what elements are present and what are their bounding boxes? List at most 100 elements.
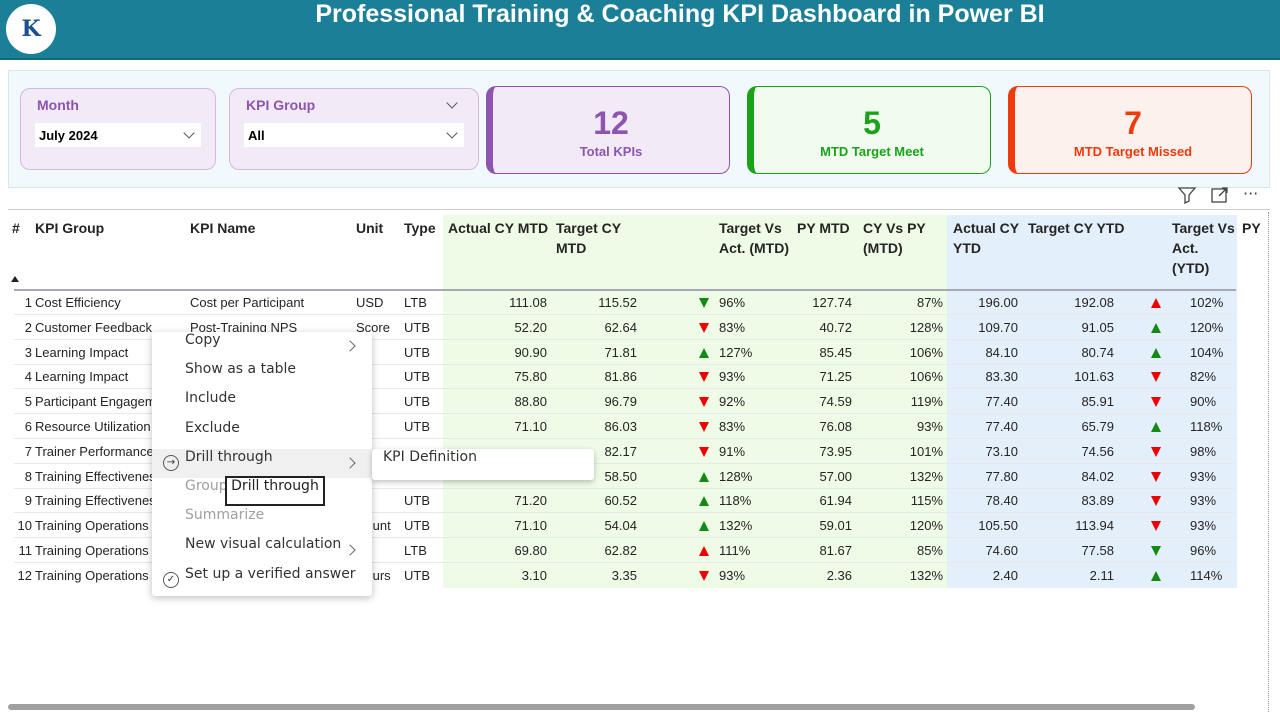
cell-act_mtd: 111.08: [509, 295, 547, 310]
kpi-group-dropdown[interactable]: All: [244, 123, 464, 147]
menu-item-summarize[interactable]: Summarize: [152, 507, 372, 536]
cell-act_mtd: 52.20: [514, 319, 547, 335]
header-divider: [14, 289, 1236, 291]
column-header[interactable]: KPI Name: [190, 220, 256, 236]
cell-act_ytd: 2.40: [992, 567, 1018, 583]
cell-group: Training Operations: [35, 518, 149, 534]
arrow-up-icon: [1151, 422, 1161, 432]
cell-tgt_mtd: 81.86: [604, 369, 637, 385]
cell-group: Cost Efficiency: [35, 295, 121, 310]
menu-item-set-up-a-verified-answer[interactable]: Set up a verified answer ✓: [152, 566, 372, 595]
context-menu: Copy Show as a table Include Exclude Drill t…: [152, 332, 372, 596]
cell-py_mtd: 71.25: [819, 369, 852, 385]
column-header[interactable]: KPI Group: [35, 220, 105, 236]
column-header[interactable]: CY Vs PY (MTD): [863, 220, 926, 256]
column-header[interactable]: Target CY MTD: [556, 220, 621, 256]
check-circle-icon: ✓: [163, 571, 179, 588]
cell-name: Post-Training NPS: [190, 319, 298, 335]
arrow-down-icon: [1151, 446, 1161, 457]
menu-item-group[interactable]: Group: [152, 478, 372, 507]
cell-tgt_mtd: 96.79: [604, 394, 637, 410]
sort-ascending-icon[interactable]: [11, 276, 19, 282]
cell-act_ytd: 74.60: [985, 543, 1018, 558]
cell-tva_ytd: 96%: [1190, 543, 1217, 558]
cell-tva_ytd: 120%: [1190, 319, 1224, 335]
submenu-item-kpi-definition[interactable]: KPI Definition: [372, 449, 594, 480]
chevron-down-icon: [446, 127, 458, 139]
cell-group: Customer Feedback: [35, 319, 153, 335]
row-divider: [14, 314, 1236, 315]
cell-tva_mtd: 83%: [719, 419, 746, 434]
cell-tgt_ytd: 74.56: [1081, 443, 1114, 459]
column-header[interactable]: Target Vs Act. (MTD): [719, 220, 789, 256]
cell-py_mtd: 74.59: [819, 394, 852, 410]
arrow-up-icon: [1151, 347, 1161, 358]
cell-act_ytd: 77.40: [985, 419, 1018, 434]
cell-n: 9: [24, 493, 32, 509]
month-value: July 2024: [39, 128, 98, 143]
page-title: Professional Training & Coaching KPI Das…: [315, 0, 1045, 28]
cell-py_mtd: 40.72: [819, 319, 852, 335]
horizontal-scrollbar[interactable]: [8, 704, 1195, 710]
cell-tva_ytd: 98%: [1190, 443, 1217, 459]
row-divider: [14, 512, 1236, 514]
menu-item-new-visual-calculation[interactable]: New visual calculation: [152, 536, 372, 565]
row-divider: [14, 462, 1236, 464]
cell-n: 5: [24, 394, 32, 410]
chevron-down-icon[interactable]: [446, 97, 458, 109]
row-divider: [14, 487, 1236, 489]
cell-tgt_mtd: 71.81: [604, 344, 637, 360]
column-header[interactable]: PY MTD: [797, 220, 850, 236]
column-header[interactable]: Actual CY MTD: [448, 220, 549, 236]
menu-item-show-as-a-table[interactable]: Show as a table: [152, 361, 372, 390]
cell-tgt_mtd: 62.82: [604, 543, 637, 558]
column-header[interactable]: PY: [1242, 220, 1261, 236]
cell-tva_mtd: 93%: [719, 369, 746, 385]
menu-item-exclude[interactable]: Exclude: [152, 420, 372, 449]
cell-tgt_ytd: 85.91: [1081, 394, 1114, 410]
cell-act_mtd: 75.80: [514, 369, 547, 385]
cell-n: 7: [24, 443, 32, 459]
cell-group: Participant Engagement: [35, 394, 153, 410]
column-header[interactable]: Target Vs Act. (YTD): [1172, 220, 1235, 276]
filter-icon[interactable]: [1177, 186, 1197, 204]
cell-group: Learning Impact: [35, 369, 129, 385]
month-slicer-label: Month: [37, 97, 79, 113]
cell-type: UTB: [404, 493, 430, 509]
cell-act_ytd: 83.30: [985, 369, 1018, 385]
month-dropdown[interactable]: July 2024: [35, 123, 201, 147]
cell-group: Training Effectiveness: [35, 468, 153, 484]
arrow-down-icon: [699, 570, 709, 581]
cell-act_mtd: 88.80: [514, 394, 547, 410]
cell-tgt_ytd: 77.58: [1081, 543, 1114, 558]
card-label: MTD Target Meet: [820, 144, 924, 159]
cell-group: Trainer Performance: [35, 443, 153, 459]
cell-unit: Score: [356, 319, 390, 335]
cell-cvp_mtd: 120%: [909, 518, 943, 534]
column-header[interactable]: #: [12, 220, 20, 236]
menu-item-drill-through[interactable]: Drill through →: [152, 448, 372, 478]
cell-tva_mtd: 91%: [719, 443, 746, 459]
row-divider: [14, 562, 1236, 563]
column-header[interactable]: Actual CY YTD: [953, 220, 1019, 256]
cell-py_mtd: 76.08: [819, 419, 852, 434]
month-slicer: Month July 2024: [20, 88, 216, 170]
card-value: 7: [1124, 105, 1142, 141]
cell-group: Training Operations: [35, 567, 149, 583]
menu-item-label: Set up a verified answer: [185, 565, 356, 582]
kpi-group-slicer: KPI Group All: [229, 88, 479, 170]
row-divider: [14, 388, 1236, 390]
column-header[interactable]: Unit: [356, 220, 384, 236]
arrow-down-icon: [699, 446, 709, 457]
more-options-icon[interactable]: ···: [1243, 184, 1259, 203]
menu-item-include[interactable]: Include: [152, 390, 372, 419]
column-header[interactable]: Target CY YTD: [1028, 220, 1125, 236]
cell-tgt_ytd: 113.94: [1075, 518, 1114, 534]
cell-tgt_ytd: 83.89: [1081, 493, 1114, 509]
menu-item-copy[interactable]: Copy: [152, 332, 372, 361]
card-value: 5: [863, 105, 881, 141]
arrow-down-icon: [699, 322, 709, 333]
column-header[interactable]: Type: [404, 220, 436, 236]
cell-unit: USD: [356, 295, 384, 310]
focus-mode-icon[interactable]: [1210, 186, 1230, 204]
